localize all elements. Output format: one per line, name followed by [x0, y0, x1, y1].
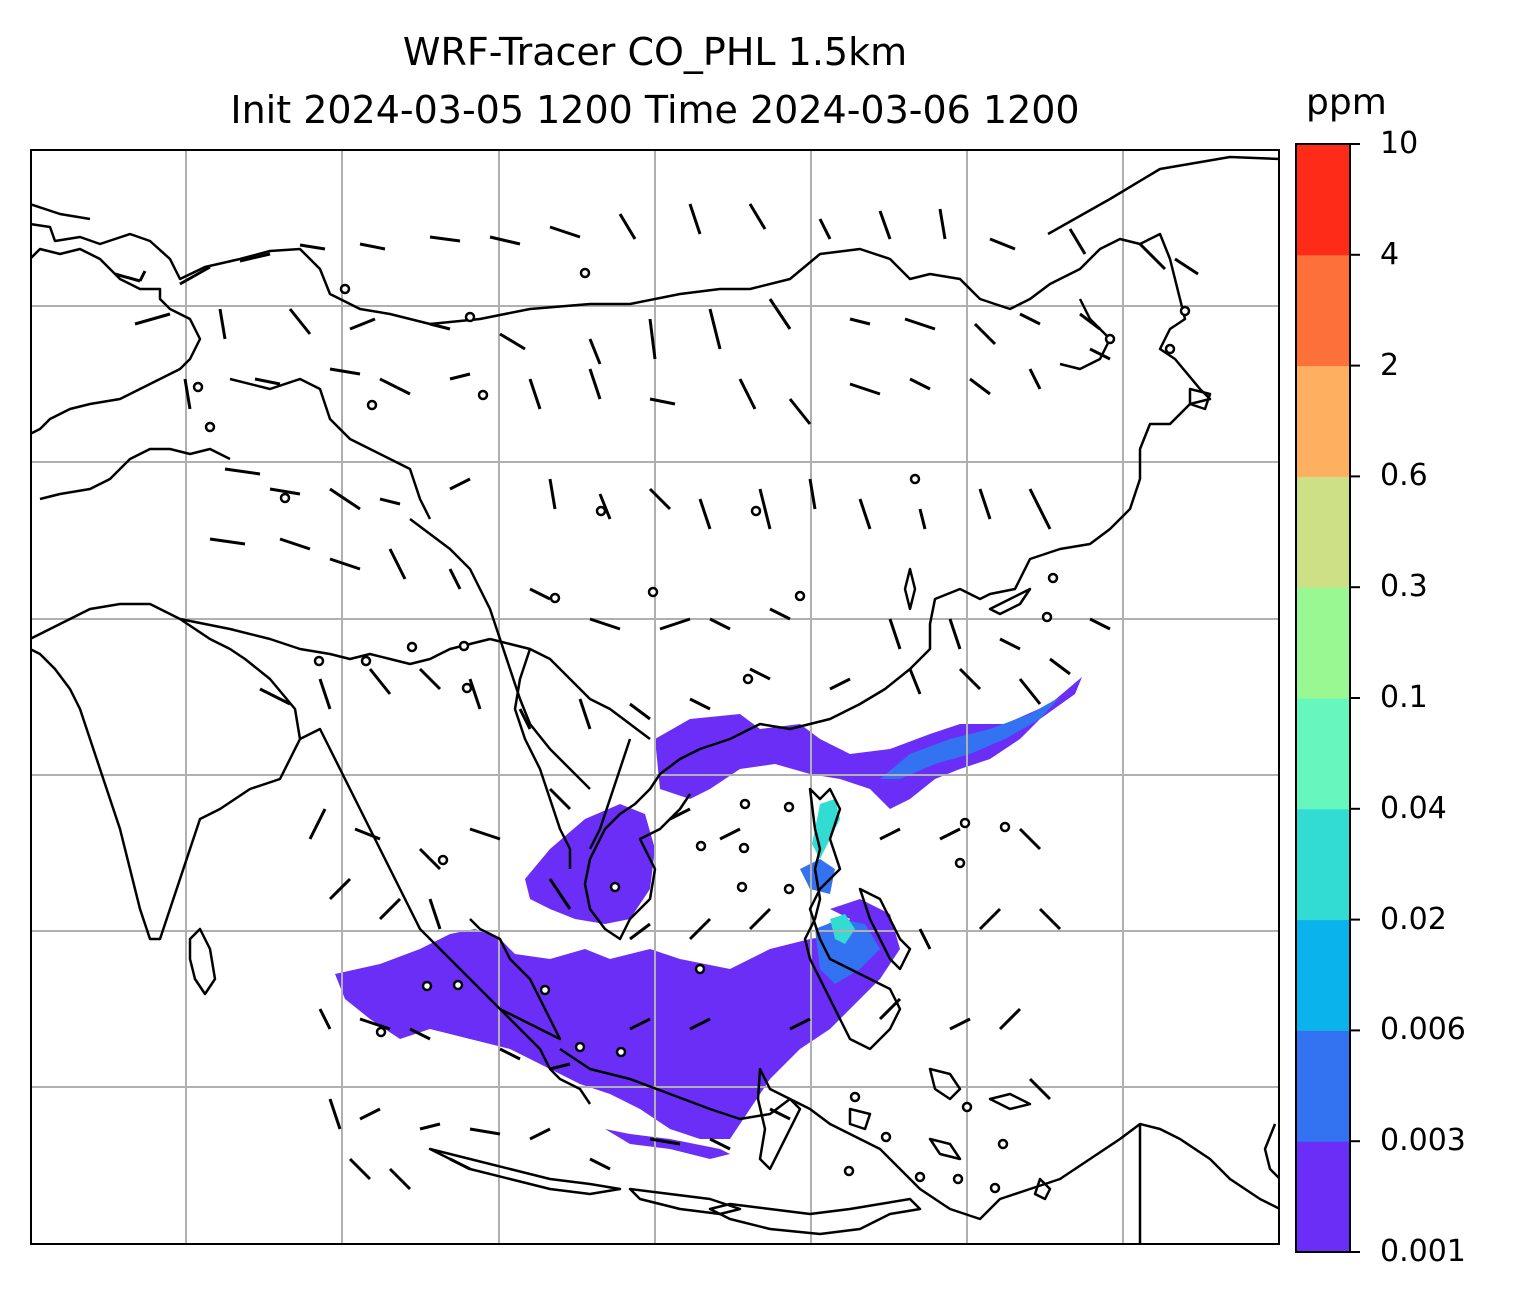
colorbar-tick-label: 0.1 [1380, 680, 1428, 715]
colorbar-tick-label: 2 [1380, 347, 1400, 383]
colorbar-segment [1296, 365, 1350, 477]
chart-title-line2: Init 2024-03-05 1200 Time 2024-03-06 120… [230, 88, 1080, 132]
colorbar-segment [1296, 1030, 1350, 1142]
wind-barbs [114, 203, 1199, 1191]
colorbar-segment [1296, 254, 1350, 367]
colorbar-segment [1296, 476, 1350, 588]
colorbar [1295, 143, 1360, 1253]
colorbar-tick-label: 0.04 [1380, 790, 1447, 826]
coastlines [30, 155, 1280, 1245]
colorbar-tick-label: 4 [1380, 236, 1400, 272]
chart-title-line1: WRF-Tracer CO_PHL 1.5km [402, 30, 908, 74]
colorbar-segment [1296, 587, 1350, 699]
colorbar-segment [1296, 919, 1350, 1031]
colorbar-tick-label: 0.6 [1380, 458, 1428, 494]
colorbar-segment [1296, 808, 1350, 921]
colorbar-tick-label: 0.003 [1380, 1123, 1466, 1159]
colorbar-tick-label: 0.006 [1380, 1012, 1466, 1048]
colorbar-segment [1296, 1141, 1350, 1253]
colorbar-tick-label: 0.3 [1380, 569, 1428, 605]
colorbar-tick-label: 0.02 [1380, 901, 1447, 937]
colorbar-unit: ppm [1306, 82, 1387, 123]
colorbar-segment [1296, 144, 1350, 256]
map-frame [30, 149, 1280, 1245]
calm-wind-markers [192, 267, 1191, 1194]
colorbar-tick-label: 10 [1380, 126, 1419, 161]
map-panel [30, 149, 1280, 1245]
gridlines [30, 149, 1280, 1245]
colorbar-tick-label: 0.001 [1380, 1234, 1466, 1269]
colorbar-segment [1296, 698, 1350, 810]
